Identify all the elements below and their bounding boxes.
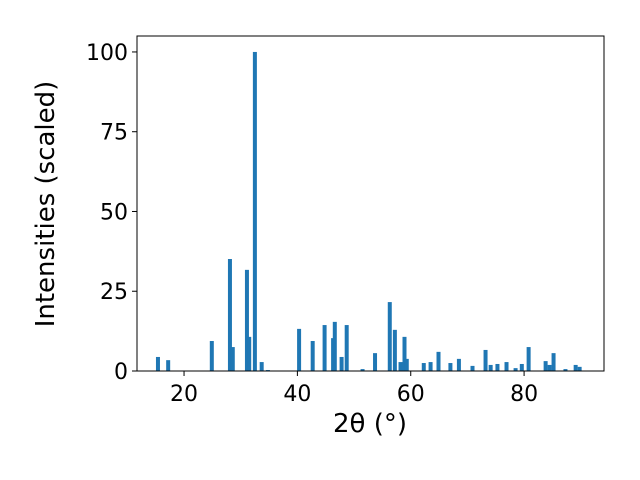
bar [252,51,257,371]
bar [577,366,582,371]
bar [513,368,518,371]
bar [448,363,453,371]
bar [155,356,160,371]
bar [563,369,568,371]
y-tick-label: 50 [100,200,128,225]
bar [573,364,578,371]
bar [456,358,461,371]
bar [360,369,365,371]
x-tick-label: 80 [510,382,538,407]
bar [259,362,264,371]
plot-frame [136,35,605,372]
y-tick-label: 75 [100,121,128,146]
bar [227,259,232,371]
bar [551,353,556,371]
bar [547,364,552,371]
bar [543,361,548,371]
bar [428,362,433,371]
bar [404,358,409,371]
y-tick-label: 100 [86,41,128,66]
bar [402,336,407,371]
y-tick-label: 25 [100,280,128,305]
x-axis-label: 2θ (°) [333,409,407,439]
bar [310,341,315,371]
bar [488,364,493,371]
bar [495,363,500,371]
y-tick-label: 0 [114,360,128,385]
bar [247,336,252,371]
bar [244,269,249,371]
bar [483,349,488,371]
bar [297,328,302,371]
bar [332,321,337,371]
bar [344,325,349,371]
bar [339,356,344,371]
bar [526,347,531,371]
y-axis-label: Intensities (scaled) [31,81,61,328]
x-tick-label: 60 [397,382,425,407]
bar [470,365,475,371]
bar [436,351,441,371]
bar [519,363,524,371]
bar [322,325,327,371]
bar [504,362,509,371]
bar [387,302,392,371]
bar [421,363,426,371]
bar [398,362,403,371]
x-tick-label: 20 [170,382,198,407]
bar [230,347,235,371]
x-tick-label: 40 [283,382,311,407]
bar [392,329,397,371]
bar [166,360,171,371]
bar [209,341,214,371]
bar [373,353,378,371]
